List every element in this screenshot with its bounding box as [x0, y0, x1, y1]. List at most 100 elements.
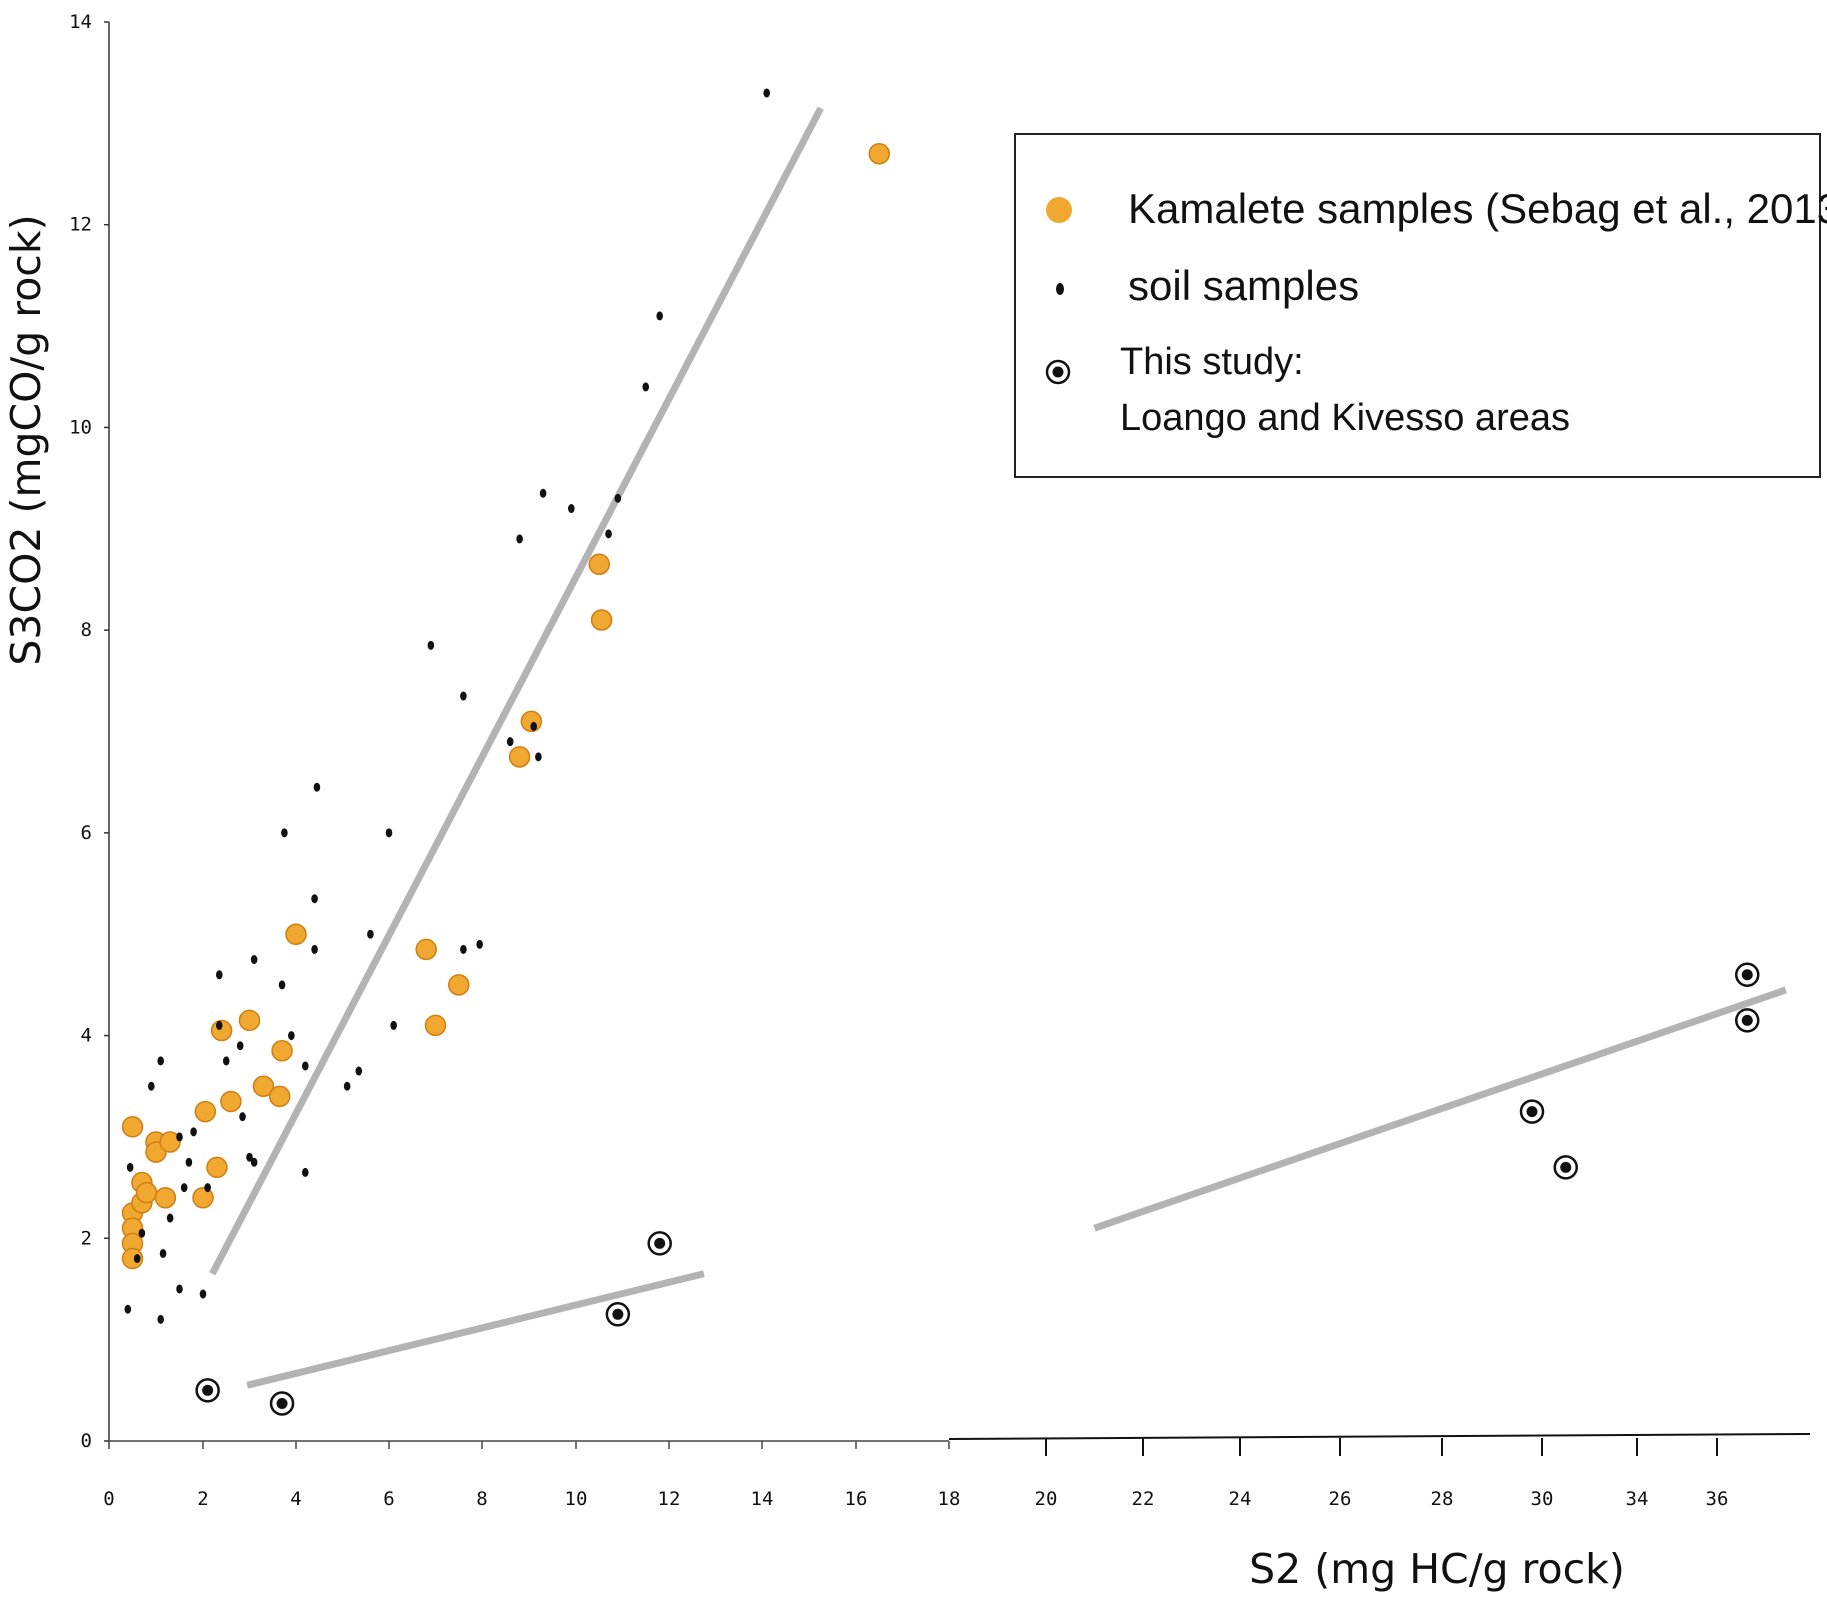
x-tick-label: 0	[103, 1488, 114, 1510]
legend-marker-soil	[1056, 283, 1064, 295]
x-tick-label: 4	[290, 1488, 301, 1510]
x-tick-label: 12	[658, 1488, 681, 1510]
soil-point	[390, 1020, 397, 1030]
soil-point	[614, 493, 622, 503]
soil-point	[355, 1066, 363, 1076]
legend-marker-this-study-dot	[1052, 366, 1064, 378]
soil-point	[281, 828, 288, 838]
soil-point	[239, 1112, 246, 1122]
kamalete-point	[135, 1181, 158, 1204]
kamalete-point	[238, 1009, 261, 1032]
soil-point	[176, 1132, 183, 1142]
x-tick-label: 20	[1035, 1488, 1058, 1510]
soil-point	[236, 1041, 244, 1051]
this-study-point	[1553, 1155, 1578, 1180]
soil-point	[133, 1254, 141, 1264]
kamalete-point	[121, 1116, 144, 1138]
soil-point	[311, 944, 318, 954]
soil-point	[302, 1167, 309, 1177]
legend-marker-kamalete	[1046, 197, 1072, 223]
soil-point	[148, 1081, 155, 1091]
this-study-trend-upper-line	[1093, 986, 1787, 1232]
soil-point	[642, 382, 650, 392]
x-tick-label: 8	[476, 1488, 487, 1510]
y-tick-label: 6	[81, 822, 92, 844]
kamalete-point	[268, 1085, 291, 1108]
data-points	[121, 88, 1760, 1416]
soil-point	[126, 1162, 134, 1172]
y-tick-label: 0	[81, 1430, 92, 1452]
soil-point	[176, 1284, 183, 1294]
soil-point	[343, 1081, 351, 1091]
kamalete-point	[590, 609, 613, 631]
y-tick-label: 10	[69, 416, 92, 438]
this-study-point	[1735, 962, 1760, 988]
x-tick-label: 18	[938, 1488, 961, 1510]
kamalete-point	[121, 1247, 144, 1270]
legend-label-kamalete: Kamalete samples (Sebag et al., 2013)	[1128, 185, 1827, 232]
soil-point	[302, 1061, 309, 1071]
kamalete-point	[285, 923, 307, 945]
soil-point	[656, 311, 663, 321]
this-study-trend-lower-line	[246, 1270, 705, 1389]
kamalete-point	[192, 1186, 214, 1209]
soil-point	[124, 1304, 132, 1314]
x-tick-label: 10	[565, 1488, 588, 1510]
soil-point	[539, 488, 547, 498]
x-tick-label: 16	[845, 1488, 868, 1510]
x-tick-label: 34	[1626, 1488, 1649, 1510]
x-tick-label: 36	[1706, 1488, 1729, 1510]
y-axis-title: S3CO2 (mgCO/g rock)	[2, 214, 50, 665]
soil-point	[385, 828, 393, 838]
kamalete-point	[206, 1156, 228, 1179]
this-study-point	[1519, 1099, 1545, 1124]
soil-point	[763, 88, 770, 98]
soil-point	[605, 529, 612, 539]
soil-point	[313, 782, 321, 792]
soil-trend-line	[209, 106, 824, 1276]
soil-point	[159, 1248, 167, 1258]
kamalete-point	[252, 1075, 275, 1097]
this-study-point-center	[1560, 1161, 1572, 1173]
this-study-point	[195, 1378, 220, 1403]
soil-point	[215, 1020, 223, 1030]
y-tick-label: 12	[69, 214, 92, 236]
soil-point	[288, 1031, 295, 1041]
y-tick-label: 8	[81, 619, 92, 641]
soil-point	[157, 1314, 164, 1324]
legend-box	[1014, 133, 1821, 478]
soil-point	[250, 1157, 258, 1167]
this-study-point-center	[612, 1308, 624, 1320]
x-tick-label: 24	[1229, 1488, 1252, 1510]
soil-point	[190, 1127, 197, 1137]
soil-point	[311, 894, 318, 904]
soil-point	[250, 955, 258, 965]
this-study-point-center	[1741, 1014, 1753, 1026]
soil-point	[460, 944, 467, 954]
soil-point	[476, 939, 483, 949]
legend-label-this-study-line2: Loango and Kivesso areas	[1120, 397, 1570, 439]
kamalete-point	[220, 1090, 242, 1113]
kamalete-point	[868, 143, 890, 165]
soil-point	[246, 1152, 253, 1162]
soil-point	[568, 504, 575, 514]
soil-point	[166, 1213, 174, 1223]
x-tick-label: 14	[751, 1488, 774, 1510]
soil-point	[215, 970, 223, 980]
y-tick-label: 2	[81, 1227, 92, 1249]
legend-label-this-study: This study:	[1120, 341, 1304, 383]
this-study-point	[269, 1391, 295, 1416]
x-tick-label: 26	[1329, 1488, 1352, 1510]
this-study-point-center	[1741, 969, 1753, 981]
this-study-point-center	[1526, 1106, 1538, 1118]
soil-point	[278, 980, 286, 990]
legend-label-soil: soil samples	[1128, 262, 1359, 309]
soil-point	[138, 1228, 146, 1238]
soil-point	[185, 1157, 193, 1167]
soil-point	[204, 1183, 211, 1193]
x-tick-label: 6	[383, 1488, 394, 1510]
trend-lines	[209, 106, 1787, 1389]
this-study-point	[647, 1231, 672, 1256]
kamalete-point	[424, 1014, 447, 1037]
